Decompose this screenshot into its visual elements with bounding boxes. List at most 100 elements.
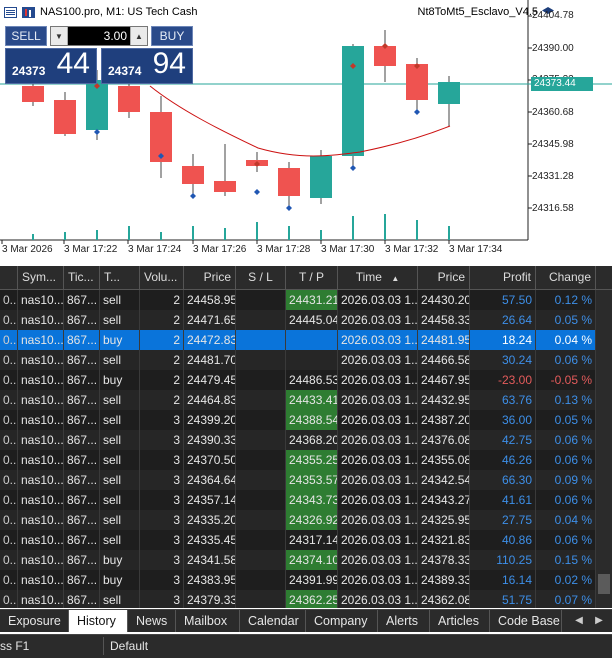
- tab-history[interactable]: History: [69, 610, 128, 632]
- column-header-index[interactable]: [0, 266, 18, 289]
- table-row[interactable]: 0...nas10...867...sell324399.2024388.542…: [0, 410, 596, 430]
- volume-stepper[interactable]: ▼ 3.00 ▲: [50, 26, 148, 46]
- open-price-cell: 24341.58: [184, 550, 236, 570]
- volume-cell: 2: [140, 370, 184, 390]
- current-price-cell: 24342.54: [418, 470, 470, 490]
- ticket-cell: 867...: [64, 570, 100, 590]
- column-header-symbol[interactable]: Sym...: [18, 266, 64, 289]
- volume-input[interactable]: 3.00: [68, 27, 130, 45]
- change-cell: 0.06 %: [536, 490, 596, 510]
- type-cell: sell: [100, 410, 140, 430]
- tabs-scroll-right-icon[interactable]: ▶: [595, 615, 603, 626]
- change-cell: -0.05 %: [536, 370, 596, 390]
- change-cell: 0.07 %: [536, 590, 596, 608]
- trade-marker-icon: [286, 205, 292, 211]
- chart-title-bar: NAS100.pro, M1: US Tech Cash: [4, 3, 198, 21]
- tab-articles[interactable]: Articles: [430, 610, 490, 632]
- column-header-volume[interactable]: Volu...: [140, 266, 184, 289]
- ticket-cell: 867...: [64, 430, 100, 450]
- vertical-scrollbar[interactable]: [596, 290, 612, 608]
- tp-cell: 24391.99: [286, 570, 338, 590]
- time-cell: 2026.03.03 1...: [338, 430, 418, 450]
- table-row[interactable]: 0...nas10...867...sell324390.3324368.202…: [0, 430, 596, 450]
- open-price-cell: 24379.33: [184, 590, 236, 608]
- symbol-cell: nas10...: [18, 330, 64, 350]
- table-row[interactable]: 0...nas10...867...sell324357.1424343.732…: [0, 490, 596, 510]
- table-row[interactable]: 0...nas10...867...sell324364.6424353.572…: [0, 470, 596, 490]
- trade-marker-icon: [382, 43, 388, 49]
- column-header-change[interactable]: Change: [536, 266, 596, 289]
- column-header-time[interactable]: Time ▲: [338, 266, 418, 289]
- current-price-cell: 24458.33: [418, 310, 470, 330]
- symbol-cell: nas10...: [18, 430, 64, 450]
- current-price-cell: 24325.95: [418, 510, 470, 530]
- volume-decrease-icon[interactable]: ▼: [51, 27, 68, 45]
- table-row[interactable]: 0...nas10...867...sell324335.4524317.142…: [0, 530, 596, 550]
- trade-marker-icon: [158, 153, 164, 159]
- open-price-cell: 24472.83: [184, 330, 236, 350]
- table-row[interactable]: 0...nas10...867...sell224471.6524445.042…: [0, 310, 596, 330]
- candle-body: [438, 82, 460, 104]
- status-profile[interactable]: Default: [110, 639, 149, 653]
- expert-advisor-label[interactable]: Nt8ToMt5_Esclavo_V4.5: [418, 6, 554, 18]
- tabs-scroll-left-icon[interactable]: ◀: [575, 615, 583, 626]
- type-cell: sell: [100, 590, 140, 608]
- table-row[interactable]: 0...nas10...867...sell224458.9524431.212…: [0, 290, 596, 310]
- profit-cell: 27.75: [470, 510, 536, 530]
- tab-mailbox[interactable]: Mailbox: [176, 610, 240, 632]
- volume-cell: 2: [140, 350, 184, 370]
- table-row[interactable]: 0...nas10...867...sell224464.8324433.412…: [0, 390, 596, 410]
- graduation-cap-icon: [542, 7, 554, 14]
- tp-cell: 24388.54: [286, 410, 338, 430]
- open-price-cell: 24479.45: [184, 370, 236, 390]
- symbol-cell: nas10...: [18, 450, 64, 470]
- column-header-price[interactable]: Price: [184, 266, 236, 289]
- column-header-ticket[interactable]: Tic...: [64, 266, 100, 289]
- chart-type-icon[interactable]: [22, 6, 35, 18]
- column-header-tp[interactable]: T / P: [286, 266, 338, 289]
- column-header-sl[interactable]: S / L: [236, 266, 286, 289]
- table-row[interactable]: 0...nas10...867...sell324335.2024326.922…: [0, 510, 596, 530]
- open-price-cell: 24458.95: [184, 290, 236, 310]
- current-price-cell: 24481.95: [418, 330, 470, 350]
- trade-marker-icon: [254, 161, 260, 167]
- sell-button[interactable]: SELL: [5, 26, 47, 46]
- price-chart[interactable]: NAS100.pro, M1: US Tech Cash Nt8ToMt5_Es…: [0, 0, 612, 262]
- sl-cell: [236, 330, 286, 350]
- volume-cell: 3: [140, 530, 184, 550]
- column-header-current-price[interactable]: Price: [418, 266, 470, 289]
- trade-history-table[interactable]: Sym... Tic... T... Volu... Price S / L T…: [0, 266, 612, 608]
- tab-news[interactable]: News: [128, 610, 176, 632]
- tab-exposure[interactable]: Exposure: [0, 610, 69, 632]
- time-header-label: Time: [355, 270, 382, 284]
- table-row[interactable]: 0...nas10...867...sell324379.3324362.252…: [0, 590, 596, 608]
- type-cell: sell: [100, 310, 140, 330]
- tab-company[interactable]: Company: [306, 610, 378, 632]
- sort-ascending-icon: ▲: [391, 274, 400, 283]
- time-cell: 2026.03.03 1...: [338, 590, 418, 608]
- column-header-profit[interactable]: Profit: [470, 266, 536, 289]
- scrollbar-thumb[interactable]: [598, 574, 610, 594]
- type-cell: sell: [100, 510, 140, 530]
- tab-code-base[interactable]: Code Base: [490, 610, 562, 632]
- sl-cell: [236, 430, 286, 450]
- time-cell: 2026.03.03 1...: [338, 370, 418, 390]
- price-axis-label: 24360.68: [532, 107, 574, 118]
- table-row[interactable]: 0...nas10...867...sell324370.5024355.252…: [0, 450, 596, 470]
- chart-menu-icon[interactable]: [4, 6, 17, 18]
- buy-button[interactable]: BUY: [151, 26, 193, 46]
- open-price-cell: 24390.33: [184, 430, 236, 450]
- ask-price-box[interactable]: 24374 94: [101, 47, 193, 84]
- time-axis-label: 3 Mar 2026: [2, 244, 53, 255]
- candle-body: [86, 80, 108, 130]
- column-header-type[interactable]: T...: [100, 266, 140, 289]
- tab-alerts[interactable]: Alerts: [378, 610, 430, 632]
- volume-increase-icon[interactable]: ▲: [130, 27, 147, 45]
- tab-calendar[interactable]: Calendar: [240, 610, 306, 632]
- bid-price-box[interactable]: 24373 44: [5, 47, 97, 84]
